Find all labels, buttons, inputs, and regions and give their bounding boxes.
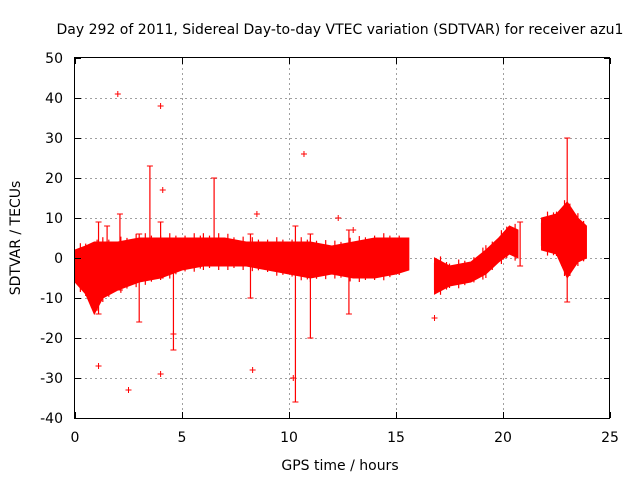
data-point [157,103,164,109]
y-tick-label: -10 [40,291,63,307]
x-tick-label: 15 [387,430,405,446]
x-tick-label: 5 [178,430,187,446]
x-axis-label: GPS time / hours [281,458,398,474]
data-point [253,211,260,217]
data-point [170,331,177,337]
data-point [300,151,307,157]
y-tick-label: 50 [45,51,63,67]
data-points [95,91,438,393]
x-axis-ticks: 0 5 10 15 20 25 [71,58,619,446]
x-tick-label: 10 [280,430,298,446]
data-point [114,91,121,97]
y-tick-label: 0 [54,251,63,267]
grid [75,58,610,418]
y-axis-label: SDTVAR / TECUs [8,181,24,296]
data-point [431,315,438,321]
data-point [125,387,132,393]
y-tick-label: 10 [45,211,63,227]
data-point [157,371,164,377]
data-point [335,215,342,221]
data-point [249,367,256,373]
x-tick-label: 0 [71,430,80,446]
data-point [350,227,357,233]
y-tick-label: 40 [45,91,63,107]
y-tick-label: -20 [40,331,63,347]
chart-title: Day 292 of 2011, Sidereal Day-to-day VTE… [57,22,624,38]
plot-frame [74,57,610,419]
x-tick-label: 20 [494,430,512,446]
y-tick-label: -40 [40,411,63,427]
data-point [159,187,166,193]
data-bands [74,200,587,316]
x-tick-label: 25 [601,430,619,446]
data-point [290,375,297,381]
data-point [95,363,102,369]
y-tick-label: 30 [45,131,63,147]
y-tick-label: -30 [40,371,63,387]
y-axis-ticks: -40 -30 -20 -10 0 10 20 30 40 50 [40,51,610,427]
y-tick-label: 20 [45,171,63,187]
